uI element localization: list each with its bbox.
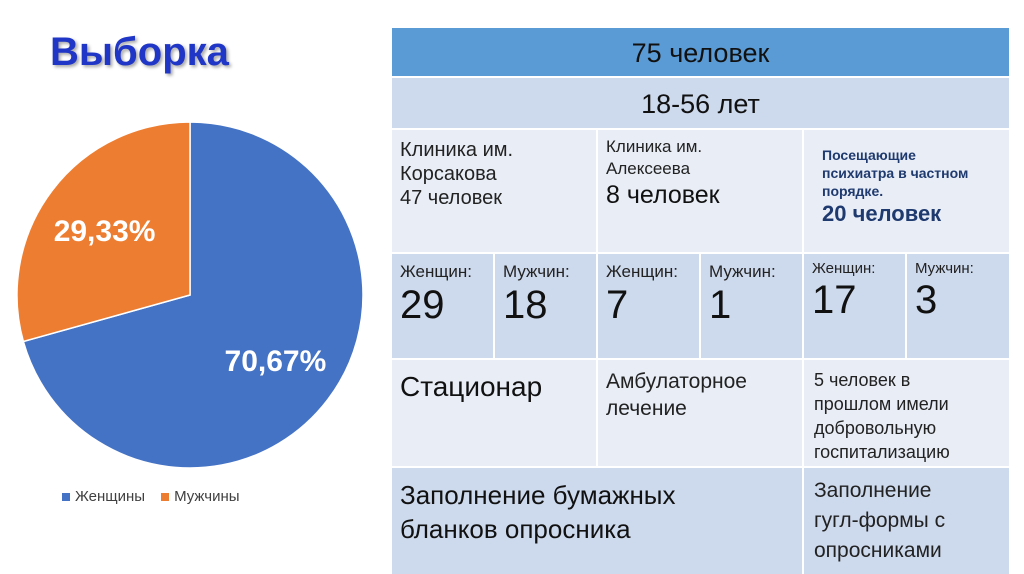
pie-slice-women: [22, 121, 364, 469]
summary-table: 75 человек 18-56 лет Клиника им. Корсако…: [392, 28, 1009, 574]
table-row-total: 75 человек: [392, 28, 1009, 78]
private-label-1: Посещающие: [822, 147, 916, 163]
legend-label-women: Женщины: [75, 488, 146, 505]
chart-legend: Женщины Мужчины: [62, 488, 240, 505]
c1-men-cell: Мужчин: 18: [495, 254, 598, 358]
c1-women-count: 29: [400, 283, 445, 327]
private-patients-cell: Посещающие психиатра в частном порядке. …: [804, 130, 1009, 252]
pie-label-men: 29,33%: [54, 215, 156, 248]
age-range: 18-56 лет: [641, 89, 760, 119]
google-forms-line-1: Заполнение: [814, 479, 932, 502]
clinic-korsakov-name-1: Клиника им.: [400, 139, 514, 161]
google-forms-line-3: опросниками: [814, 539, 942, 562]
c2-men-cell: Мужчин: 1: [701, 254, 804, 358]
table-row-clinics: Клиника им. Корсакова 47 человек Клиника…: [392, 130, 1009, 254]
table-row-treatment: Стационар Амбулаторное лечение 5 человек…: [392, 360, 1009, 468]
inpatient-label: Стационар: [400, 371, 543, 402]
paper-forms-line-1: Заполнение бумажных: [400, 480, 676, 510]
c2-men-count: 1: [709, 283, 732, 327]
c1-men-label: Мужчин:: [503, 262, 570, 281]
clinic-korsakov-name-2: Корсакова: [400, 163, 497, 185]
clinic-korsakov-cell: Клиника им. Корсакова 47 человек: [392, 130, 598, 252]
legend-swatch-men: [161, 492, 170, 501]
c2-women-count: 7: [606, 283, 629, 327]
paper-forms-line-2: бланков опросника: [400, 514, 631, 544]
c1-men-count: 18: [503, 283, 548, 327]
pie-slice-men: [16, 121, 191, 343]
voluntary-line-3: добровольную: [814, 418, 937, 438]
c3-men-count: 3: [915, 278, 938, 322]
voluntary-line-4: госпитализацию: [814, 442, 950, 462]
clinic-alekseev-name-2: Алексеева: [606, 159, 691, 178]
c2-women-cell: Женщин: 7: [598, 254, 701, 358]
c1-women-label: Женщин:: [400, 262, 472, 281]
clinic-alekseev-count: 8 человек: [606, 181, 720, 209]
c3-women-count: 17: [812, 278, 857, 322]
c3-men-label: Мужчин:: [915, 260, 974, 277]
c1-women-cell: Женщин: 29: [392, 254, 495, 358]
inpatient-cell: Стационар: [392, 360, 598, 466]
legend-item-women: Женщины: [62, 488, 145, 505]
page-title: Выборка: [50, 30, 229, 74]
private-label-3: порядке.: [822, 183, 884, 199]
voluntary-line-1: 5 человек в: [814, 370, 911, 390]
pie-label-women: 70,67%: [225, 345, 327, 378]
legend-swatch-women: [62, 492, 70, 501]
private-count: 20 человек: [822, 201, 942, 226]
voluntary-cell: 5 человек в прошлом имели добровольную г…: [804, 360, 1009, 466]
google-forms-line-2: гугл-формы с: [814, 509, 946, 532]
clinic-korsakov-count: 47 человек: [400, 187, 502, 209]
clinic-alekseev-name-1: Клиника им.: [606, 137, 703, 156]
voluntary-line-2: прошлом имели: [814, 394, 949, 414]
table-row-age: 18-56 лет: [392, 78, 1009, 130]
c3-women-label: Женщин:: [812, 260, 876, 277]
outpatient-cell: Амбулаторное лечение: [598, 360, 804, 466]
table-row-forms: Заполнение бумажных бланков опросника За…: [392, 468, 1009, 574]
c2-men-label: Мужчин:: [709, 262, 776, 281]
legend-item-men: Мужчины: [161, 488, 240, 505]
c3-men-cell: Мужчин: 3: [907, 254, 1009, 358]
outpatient-label-1: Амбулаторное: [606, 370, 747, 393]
paper-forms-cell: Заполнение бумажных бланков опросника: [392, 468, 804, 574]
private-label-2: психиатра в частном: [822, 165, 969, 181]
google-forms-cell: Заполнение гугл-формы с опросниками: [804, 468, 1009, 574]
legend-label-men: Мужчины: [174, 488, 240, 505]
total-count: 75 человек: [631, 38, 770, 68]
pie-chart: 70,67% 29,33%: [16, 121, 364, 469]
table-row-gender: Женщин: 29 Мужчин: 18 Женщин: 7 Мужчин: …: [392, 254, 1009, 360]
clinic-alekseev-cell: Клиника им. Алексеева 8 человек: [598, 130, 804, 252]
outpatient-label-2: лечение: [606, 397, 687, 420]
c3-women-cell: Женщин: 17: [804, 254, 907, 358]
c2-women-label: Женщин:: [606, 262, 678, 281]
